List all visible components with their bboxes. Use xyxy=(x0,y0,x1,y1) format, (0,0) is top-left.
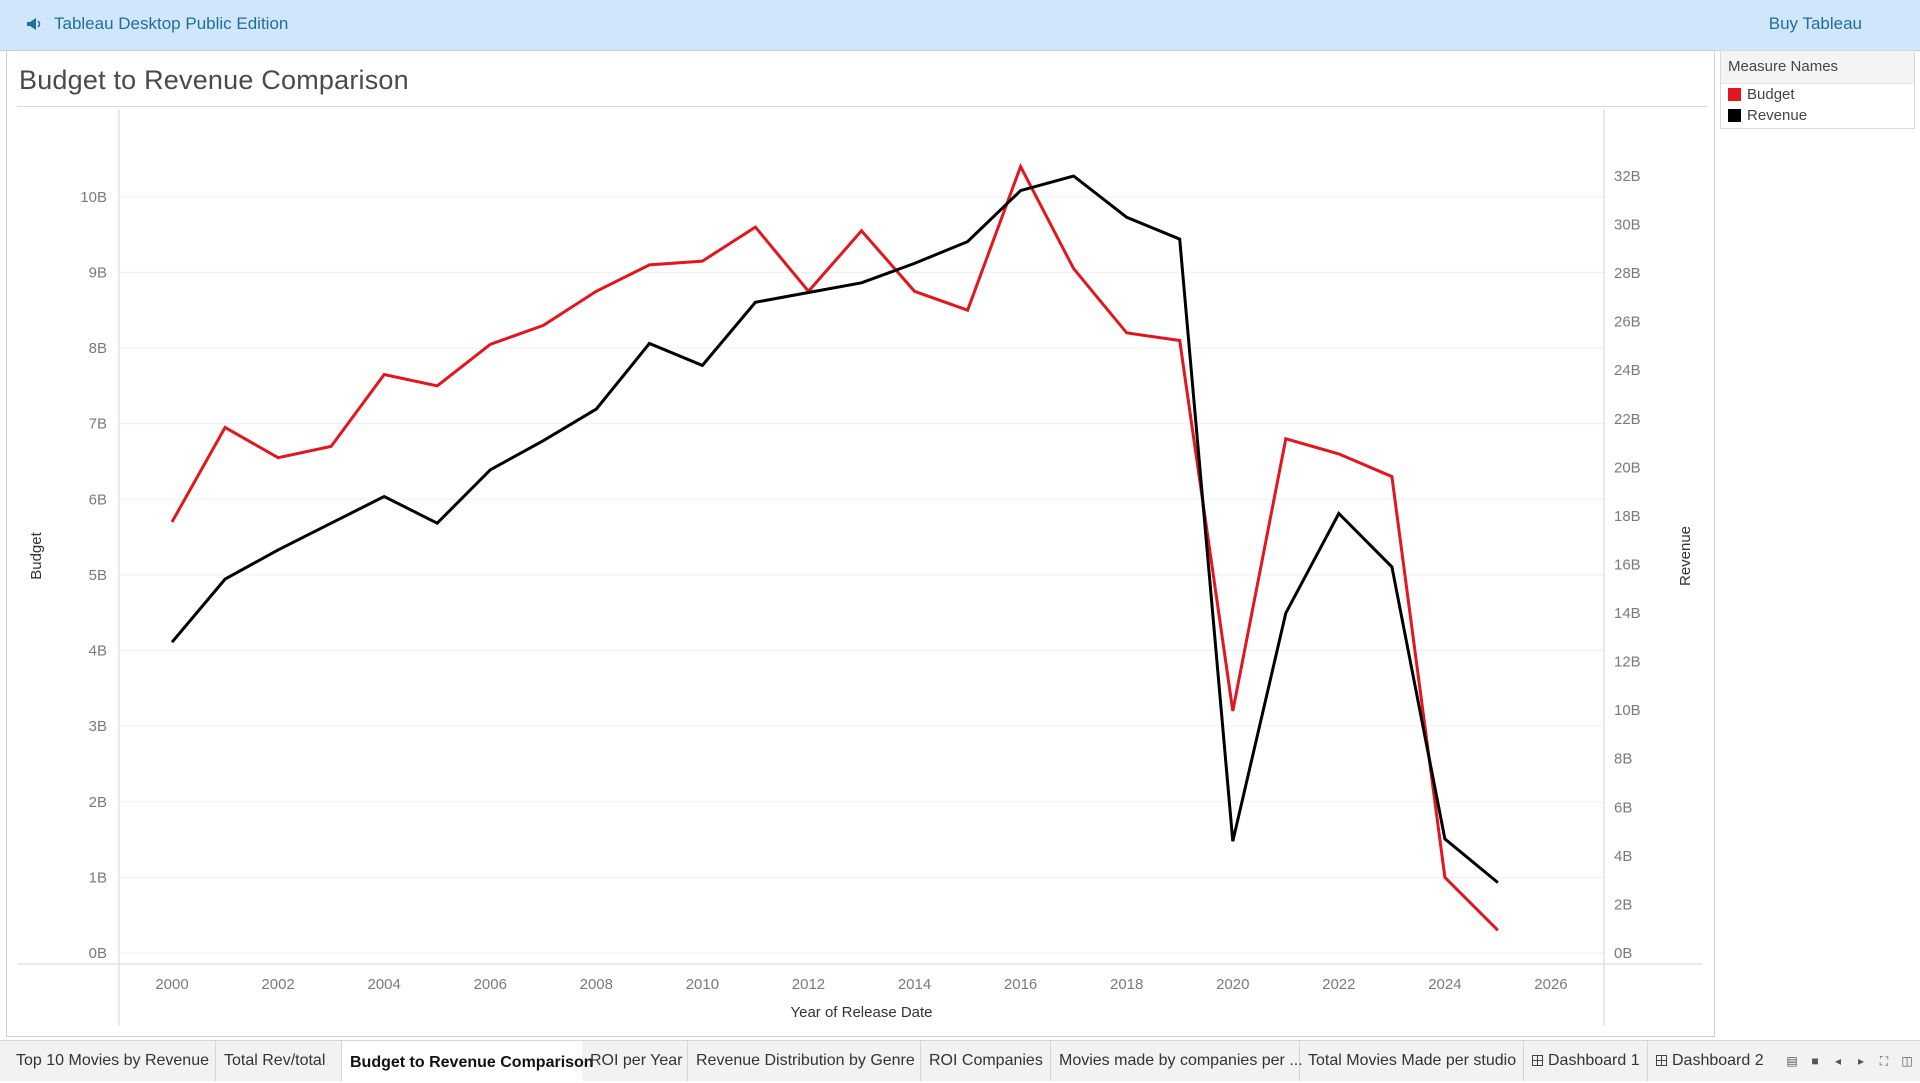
legend-label-budget: Budget xyxy=(1747,86,1795,103)
tab-revenue-by-genre[interactable]: Revenue Distribution by Genre xyxy=(688,1041,921,1081)
tab-label: ROI Companies xyxy=(929,1052,1043,1069)
fullscreen-icon[interactable]: ⛶ xyxy=(1879,1054,1889,1068)
y2-tick-label: 16B xyxy=(1614,556,1641,573)
y2-tick-label: 24B xyxy=(1614,362,1641,379)
y2-tick-label: 18B xyxy=(1614,508,1641,525)
tab-dashboard-2[interactable]: Dashboard 2 xyxy=(1648,1041,1772,1081)
dashboard-icon xyxy=(1532,1055,1543,1066)
x-tick-label: 2010 xyxy=(686,976,719,993)
sheet-tab-strip: Top 10 Movies by Revenue Total Rev/total… xyxy=(0,1040,1920,1081)
x-tick-label: 2020 xyxy=(1216,976,1249,993)
next-sheet-icon[interactable]: ▸ xyxy=(1857,1054,1865,1068)
legend-swatch-revenue xyxy=(1728,109,1741,122)
y-tick-label: 9B xyxy=(89,264,107,281)
y2-tick-label: 30B xyxy=(1614,217,1641,234)
y2-tick-label: 12B xyxy=(1614,654,1641,671)
y2-tick-label: 4B xyxy=(1614,848,1632,865)
tab-movies-by-companies[interactable]: Movies made by companies per ... xyxy=(1051,1041,1303,1081)
x-tick-label: 2016 xyxy=(1004,976,1037,993)
legend-swatch-budget xyxy=(1728,88,1741,101)
y2-tick-label: 2B xyxy=(1614,896,1632,913)
y2-tick-label: 6B xyxy=(1614,799,1632,816)
y2-tick-label: 26B xyxy=(1614,314,1641,331)
dashboard-icon xyxy=(1656,1055,1667,1066)
x-tick-label: 2018 xyxy=(1110,976,1143,993)
previous-sheet-icon[interactable]: ◂ xyxy=(1834,1054,1842,1068)
x-tick-label: 2006 xyxy=(474,976,507,993)
color-legend: Measure Names Budget Revenue xyxy=(1720,50,1915,129)
tab-label: Revenue Distribution by Genre xyxy=(696,1052,915,1069)
x-tick-label: 2008 xyxy=(580,976,613,993)
series-line-revenue xyxy=(170,174,1499,884)
legend-item-budget[interactable]: Budget xyxy=(1721,84,1914,105)
worksheet-canvas: Budget to Revenue Comparison 0B 1B 2B 3B 4B 5… xyxy=(6,50,1715,1037)
x-tick-label: 2022 xyxy=(1322,976,1355,993)
x-tick-label: 2026 xyxy=(1534,976,1567,993)
x-tick-label: 2014 xyxy=(898,976,931,993)
y2-axis-title: Revenue xyxy=(1677,526,1694,586)
y-tick-label: 8B xyxy=(89,340,107,357)
show-sheet-sorter-icon[interactable]: ■ xyxy=(1811,1054,1819,1068)
legend-item-revenue[interactable]: Revenue xyxy=(1721,105,1914,126)
tab-movies-per-studio[interactable]: Total Movies Made per studio xyxy=(1300,1041,1524,1081)
tab-budget-revenue[interactable]: Budget to Revenue Comparison xyxy=(342,1041,594,1081)
y2-tick-label: 22B xyxy=(1614,411,1641,428)
tab-label: Movies made by companies per ... xyxy=(1059,1052,1303,1069)
line-chart[interactable]: 0B 1B 2B 3B 4B 5B 6B 7B 8B 9B 10B 0B 2B 4B 6B 8B 10B 12B 1… xyxy=(7,51,1714,1036)
y-tick-label: 5B xyxy=(89,567,107,584)
app-title: Tableau Desktop Public Edition xyxy=(54,14,289,33)
y2-tick-label: 10B xyxy=(1614,702,1641,719)
y-axis-title: Budget xyxy=(28,531,45,579)
tab-label: ROI per Year xyxy=(590,1052,683,1069)
y2-tick-label: 0B xyxy=(1614,945,1632,962)
y-tick-label: 7B xyxy=(89,416,107,433)
tab-roi-per-year[interactable]: ROI per Year xyxy=(582,1041,688,1081)
tab-label: Budget to Revenue Comparison xyxy=(350,1054,594,1071)
megaphone-icon xyxy=(27,18,41,30)
x-tick-label: 2004 xyxy=(367,976,400,993)
tab-label: Dashboard 2 xyxy=(1672,1052,1764,1069)
show-filmstrip-icon[interactable]: ▤ xyxy=(1786,1054,1798,1068)
tab-roi-companies[interactable]: ROI Companies xyxy=(921,1041,1051,1081)
tab-label: Total Movies Made per studio xyxy=(1308,1052,1517,1069)
y2-tick-label: 14B xyxy=(1614,605,1641,622)
y-tick-label: 0B xyxy=(89,945,107,962)
y2-tick-label: 20B xyxy=(1614,459,1641,476)
legend-label-revenue: Revenue xyxy=(1747,107,1808,124)
y-tick-label: 4B xyxy=(89,643,107,660)
x-tick-label: 2024 xyxy=(1428,976,1461,993)
x-axis-title: Year of Release Date xyxy=(790,1004,932,1021)
y2-tick-label: 8B xyxy=(1614,751,1632,768)
series-line-budget xyxy=(170,162,1499,932)
y-tick-label: 10B xyxy=(80,189,107,206)
presentation-mode-icon[interactable]: ◫ xyxy=(1901,1054,1913,1068)
x-tick-label: 2002 xyxy=(261,976,294,993)
tab-label: Top 10 Movies by Revenue xyxy=(16,1052,209,1069)
y2-tick-label: 32B xyxy=(1614,168,1641,185)
title-divider xyxy=(17,106,1707,107)
worksheet-title: Budget to Revenue Comparison xyxy=(19,65,409,95)
tab-dashboard-1[interactable]: Dashboard 1 xyxy=(1524,1041,1648,1081)
y2-tick-label: 28B xyxy=(1614,265,1641,282)
y-tick-label: 3B xyxy=(89,718,107,735)
x-tick-label: 2012 xyxy=(792,976,825,993)
tab-total-rev[interactable]: Total Rev/total xyxy=(216,1041,342,1081)
x-tick-label: 2000 xyxy=(155,976,188,993)
tab-top-10-movies[interactable]: Top 10 Movies by Revenue xyxy=(8,1041,216,1081)
tab-label: Dashboard 1 xyxy=(1548,1052,1640,1069)
top-banner: Tableau Desktop Public Edition Buy Table… xyxy=(0,0,1920,51)
y-tick-label: 1B xyxy=(89,869,107,886)
y-tick-label: 2B xyxy=(89,794,107,811)
legend-title: Measure Names xyxy=(1721,51,1914,84)
sheet-navigation: ▤ ■ ◂ ▸ ⛶ ◫ xyxy=(1785,1054,1914,1068)
buy-tableau-link[interactable]: Buy Tableau xyxy=(1768,14,1862,33)
tab-label: Total Rev/total xyxy=(224,1052,326,1069)
y-tick-label: 6B xyxy=(89,491,107,508)
